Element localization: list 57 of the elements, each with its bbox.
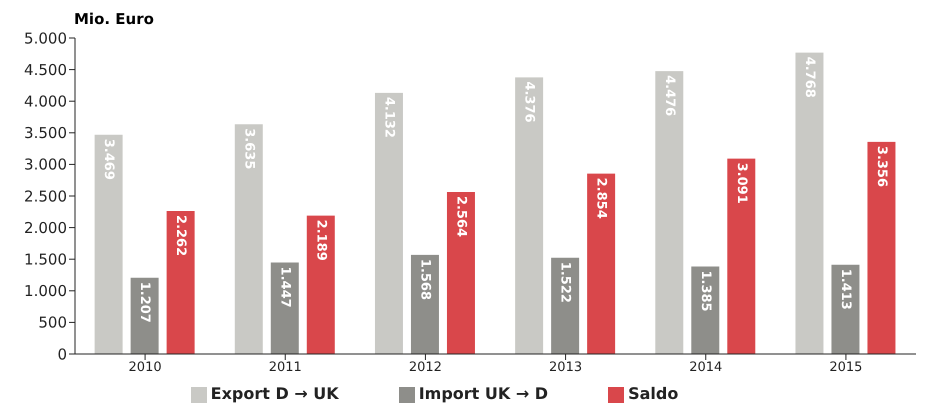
data-label: 4.476: [662, 75, 677, 116]
x-tick-label: 2013: [549, 360, 582, 376]
x-tick-label: 2015: [829, 360, 862, 376]
bar: [831, 264, 860, 354]
bar: [234, 124, 263, 354]
bar: [130, 278, 159, 354]
bar: [446, 192, 475, 354]
bar: [587, 174, 616, 354]
data-label: 1.413: [838, 268, 853, 310]
bar: [410, 254, 439, 354]
bar: [94, 134, 123, 354]
data-label: 1.568: [417, 258, 432, 300]
bar: [166, 211, 195, 354]
data-label: 2.189: [313, 220, 328, 261]
bar: [867, 142, 896, 354]
data-label: 2.854: [594, 178, 609, 219]
bar: [727, 158, 756, 354]
y-tick-label: 5.000: [24, 29, 67, 48]
data-label: 1.447: [277, 266, 292, 308]
x-tick-label: 2012: [408, 360, 442, 376]
y-tick-label: 3.500: [24, 124, 67, 142]
legend-label: Export D → UK: [210, 384, 339, 403]
bar: [374, 92, 403, 354]
bar: [795, 52, 824, 354]
y-tick-label: 1.000: [24, 282, 67, 300]
data-label: 3.635: [241, 128, 256, 170]
data-label: 2.564: [453, 196, 468, 238]
y-tick-label: 0: [57, 345, 67, 364]
data-label: 4.132: [381, 96, 396, 138]
y-tick-label: 2.000: [24, 218, 67, 237]
y-tick-label: 1.500: [24, 250, 67, 269]
y-tick-label: 4.000: [24, 92, 67, 111]
legend-label: Saldo: [628, 384, 678, 403]
legend-label: Import UK → D: [418, 384, 548, 403]
data-label: 4.376: [522, 81, 537, 123]
data-label: 1.385: [698, 270, 713, 312]
y-tick-label: 4.500: [24, 60, 67, 79]
x-tick-label: 2011: [268, 360, 302, 376]
bar: [655, 71, 684, 354]
x-tick-label: 2014: [689, 360, 722, 376]
y-tick-label: 500: [38, 314, 67, 332]
data-label: 1.207: [137, 282, 152, 323]
bar: [270, 262, 299, 354]
y-tick-label: 2.500: [24, 187, 67, 206]
data-label: 2.262: [173, 215, 188, 256]
x-tick-label: 2010: [128, 360, 162, 376]
bar: [551, 258, 580, 354]
data-label: 1.522: [558, 262, 573, 303]
bar: [306, 216, 335, 354]
data-label: 4.768: [802, 56, 817, 98]
y-tick-label: 3.000: [24, 156, 67, 174]
data-label: 3.091: [734, 162, 749, 204]
bar: [515, 77, 544, 354]
data-label: 3.356: [874, 146, 889, 188]
y-axis-title: Mio. Euro: [74, 10, 154, 28]
data-label: 3.469: [101, 138, 116, 180]
bar: [691, 266, 720, 354]
